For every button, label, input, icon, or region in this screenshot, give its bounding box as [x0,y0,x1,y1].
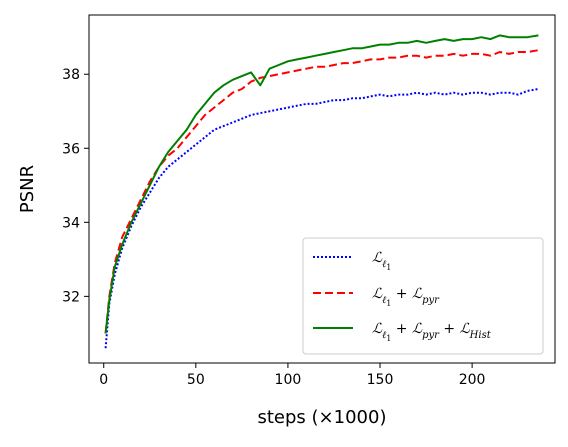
x-tick-label: 100 [275,372,302,388]
x-axis-title: steps (×1000) [258,407,387,428]
series-line-3 [104,34,539,334]
legend-box [302,237,544,355]
svg-text:ℒℓ1 + ℒpyr: ℒℓ1 + ℒpyr [372,286,440,308]
series-layer [104,34,539,349]
y-tick-label: 38 [62,67,80,83]
x-axis: 0 50 100 150 200 [99,363,485,388]
x-tick-label: 150 [367,372,394,388]
x-tick-label: 50 [187,372,205,388]
y-tick-label: 36 [62,141,80,157]
legend-label-l1-pyr-hist: ℒℓ1 + ℒpyr + ℒHist [372,321,492,343]
plot-area-frame [88,14,556,364]
legend: ℒℓ1 ℒℓ1 + ℒpyr ℒℓ1 + ℒpyr + ℒHist [302,237,544,355]
legend-label-l1: ℒℓ1 [372,250,391,272]
series-line-2 [104,49,539,334]
x-tick-label: 0 [99,372,108,388]
y-axis: 32 34 36 38 [62,67,89,305]
y-tick-label: 34 [62,215,80,231]
y-axis-title: PSNR [17,165,38,213]
series-line-1 [104,88,539,349]
x-tick-label: 200 [459,372,486,388]
svg-text:ℒℓ1 + ℒpyr + ℒHist: ℒℓ1 + ℒpyr + ℒHist [372,321,492,343]
svg-text:ℒℓ1: ℒℓ1 [372,250,391,272]
legend-label-l1-pyr: ℒℓ1 + ℒpyr [372,286,440,308]
y-tick-label: 32 [62,289,80,305]
